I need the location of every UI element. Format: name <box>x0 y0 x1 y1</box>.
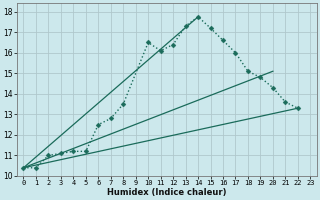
X-axis label: Humidex (Indice chaleur): Humidex (Indice chaleur) <box>107 188 227 197</box>
